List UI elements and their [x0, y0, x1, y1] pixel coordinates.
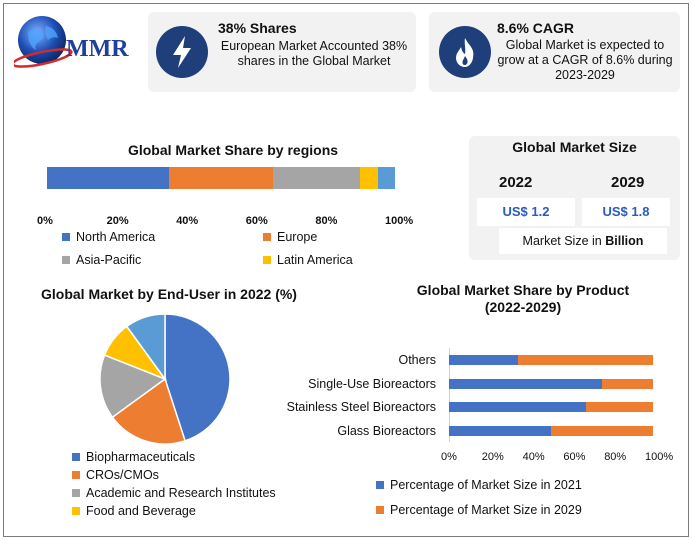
product-chart-title: Global Market Share by Product (2022-202… [416, 282, 630, 315]
logo: MMR [14, 12, 139, 72]
regions-tick-label: 80% [315, 215, 338, 227]
legend-2021: Percentage of Market Size in 2021 [376, 478, 582, 492]
regions-chart-title: Global Market Share by regions [127, 142, 339, 158]
legend-cros-cmos: CROs/CMOs [72, 468, 159, 482]
pie-slice-biopharmaceuticals [164, 313, 231, 442]
product-category-label: Single-Use Bioreactors [308, 376, 436, 391]
legend-north-america: North America [62, 230, 155, 244]
card-title: 8.6% CAGR [497, 20, 575, 36]
legend-academic: Academic and Research Institutes [72, 486, 276, 500]
globe-icon [14, 16, 73, 68]
regions-bar-europe [168, 167, 274, 189]
value-2029: US$ 1.8 [582, 198, 670, 226]
product-category-label: Stainless Steel Bioreactors [286, 400, 436, 414]
market-size-unit: Market Size in Billion [499, 228, 667, 254]
product-axis-line [449, 348, 450, 442]
pie-slice-cros-cmos [111, 377, 187, 445]
market-size-title: Global Market Size [512, 139, 637, 155]
legend-biopharmaceuticals: Biopharmaceuticals [72, 450, 195, 464]
lightning-icon [156, 26, 208, 78]
product-bar-2021 [449, 378, 602, 389]
stat-card-cagr: 8.6% CAGR Global Market is expected to g… [429, 12, 680, 92]
product-tick-label: 40% [522, 451, 545, 463]
pie-slice-academic-and-research-institutes [99, 354, 167, 419]
product-tick-label: 80% [604, 451, 627, 463]
card-title: 38% Shares [218, 20, 297, 36]
product-bar-2021 [449, 425, 551, 436]
regions-tick-label: 60% [245, 215, 268, 227]
regions-bar-latin-america [360, 167, 378, 189]
regions-tick-label: 40% [176, 215, 199, 227]
legend-asia-pacific: Asia-Pacific [62, 253, 141, 267]
legend-2029: Percentage of Market Size in 2029 [376, 503, 582, 517]
year-2022: 2022 [499, 174, 533, 191]
regions-tick-label: 100% [385, 215, 414, 227]
regions-bar-north-america [47, 167, 169, 189]
market-size-card: Global Market Size 2022 2029 US$ 1.2 US$… [469, 136, 680, 260]
end-user-chart-title: Global Market by End-User in 2022 (%) [41, 286, 297, 302]
product-category-label: Others [398, 353, 436, 367]
product-bar-2029 [551, 425, 653, 436]
regions-bar-asia-pacific [273, 167, 361, 189]
card-text: European Market Accounted 38% shares in … [220, 39, 408, 68]
product-bar-2029 [602, 378, 653, 389]
product-bar-2029 [518, 355, 653, 365]
logo-text: MMR [66, 36, 129, 62]
legend-europe: Europe [263, 230, 317, 244]
regions-bar [47, 167, 395, 189]
regions-tick-label: 0% [37, 215, 53, 227]
card-text: Global Market is expected to grow at a C… [497, 38, 673, 82]
product-tick-label: 100% [645, 451, 674, 463]
product-bar-2029 [585, 402, 653, 412]
product-category-label: Glass Bioreactors [337, 423, 436, 438]
product-tick-label: 20% [481, 451, 504, 463]
regions-bar-other [377, 167, 395, 189]
pie-slice-others [125, 313, 166, 382]
stat-card-shares: 38% Shares European Market Accounted 38%… [148, 12, 416, 92]
product-bar-2021 [449, 355, 519, 365]
product-tick-label: 0% [441, 451, 457, 463]
value-2022: US$ 1.2 [477, 198, 575, 226]
flame-icon [439, 26, 491, 78]
legend-latin-america: Latin America [263, 253, 353, 267]
product-tick-label: 60% [563, 451, 586, 463]
product-bar-2021 [449, 402, 586, 412]
year-2029: 2029 [611, 174, 645, 191]
legend-food-beverage: Food and Beverage [72, 504, 196, 518]
end-user-pie [99, 313, 231, 445]
regions-tick-label: 20% [106, 215, 129, 227]
page-frame [3, 3, 689, 537]
